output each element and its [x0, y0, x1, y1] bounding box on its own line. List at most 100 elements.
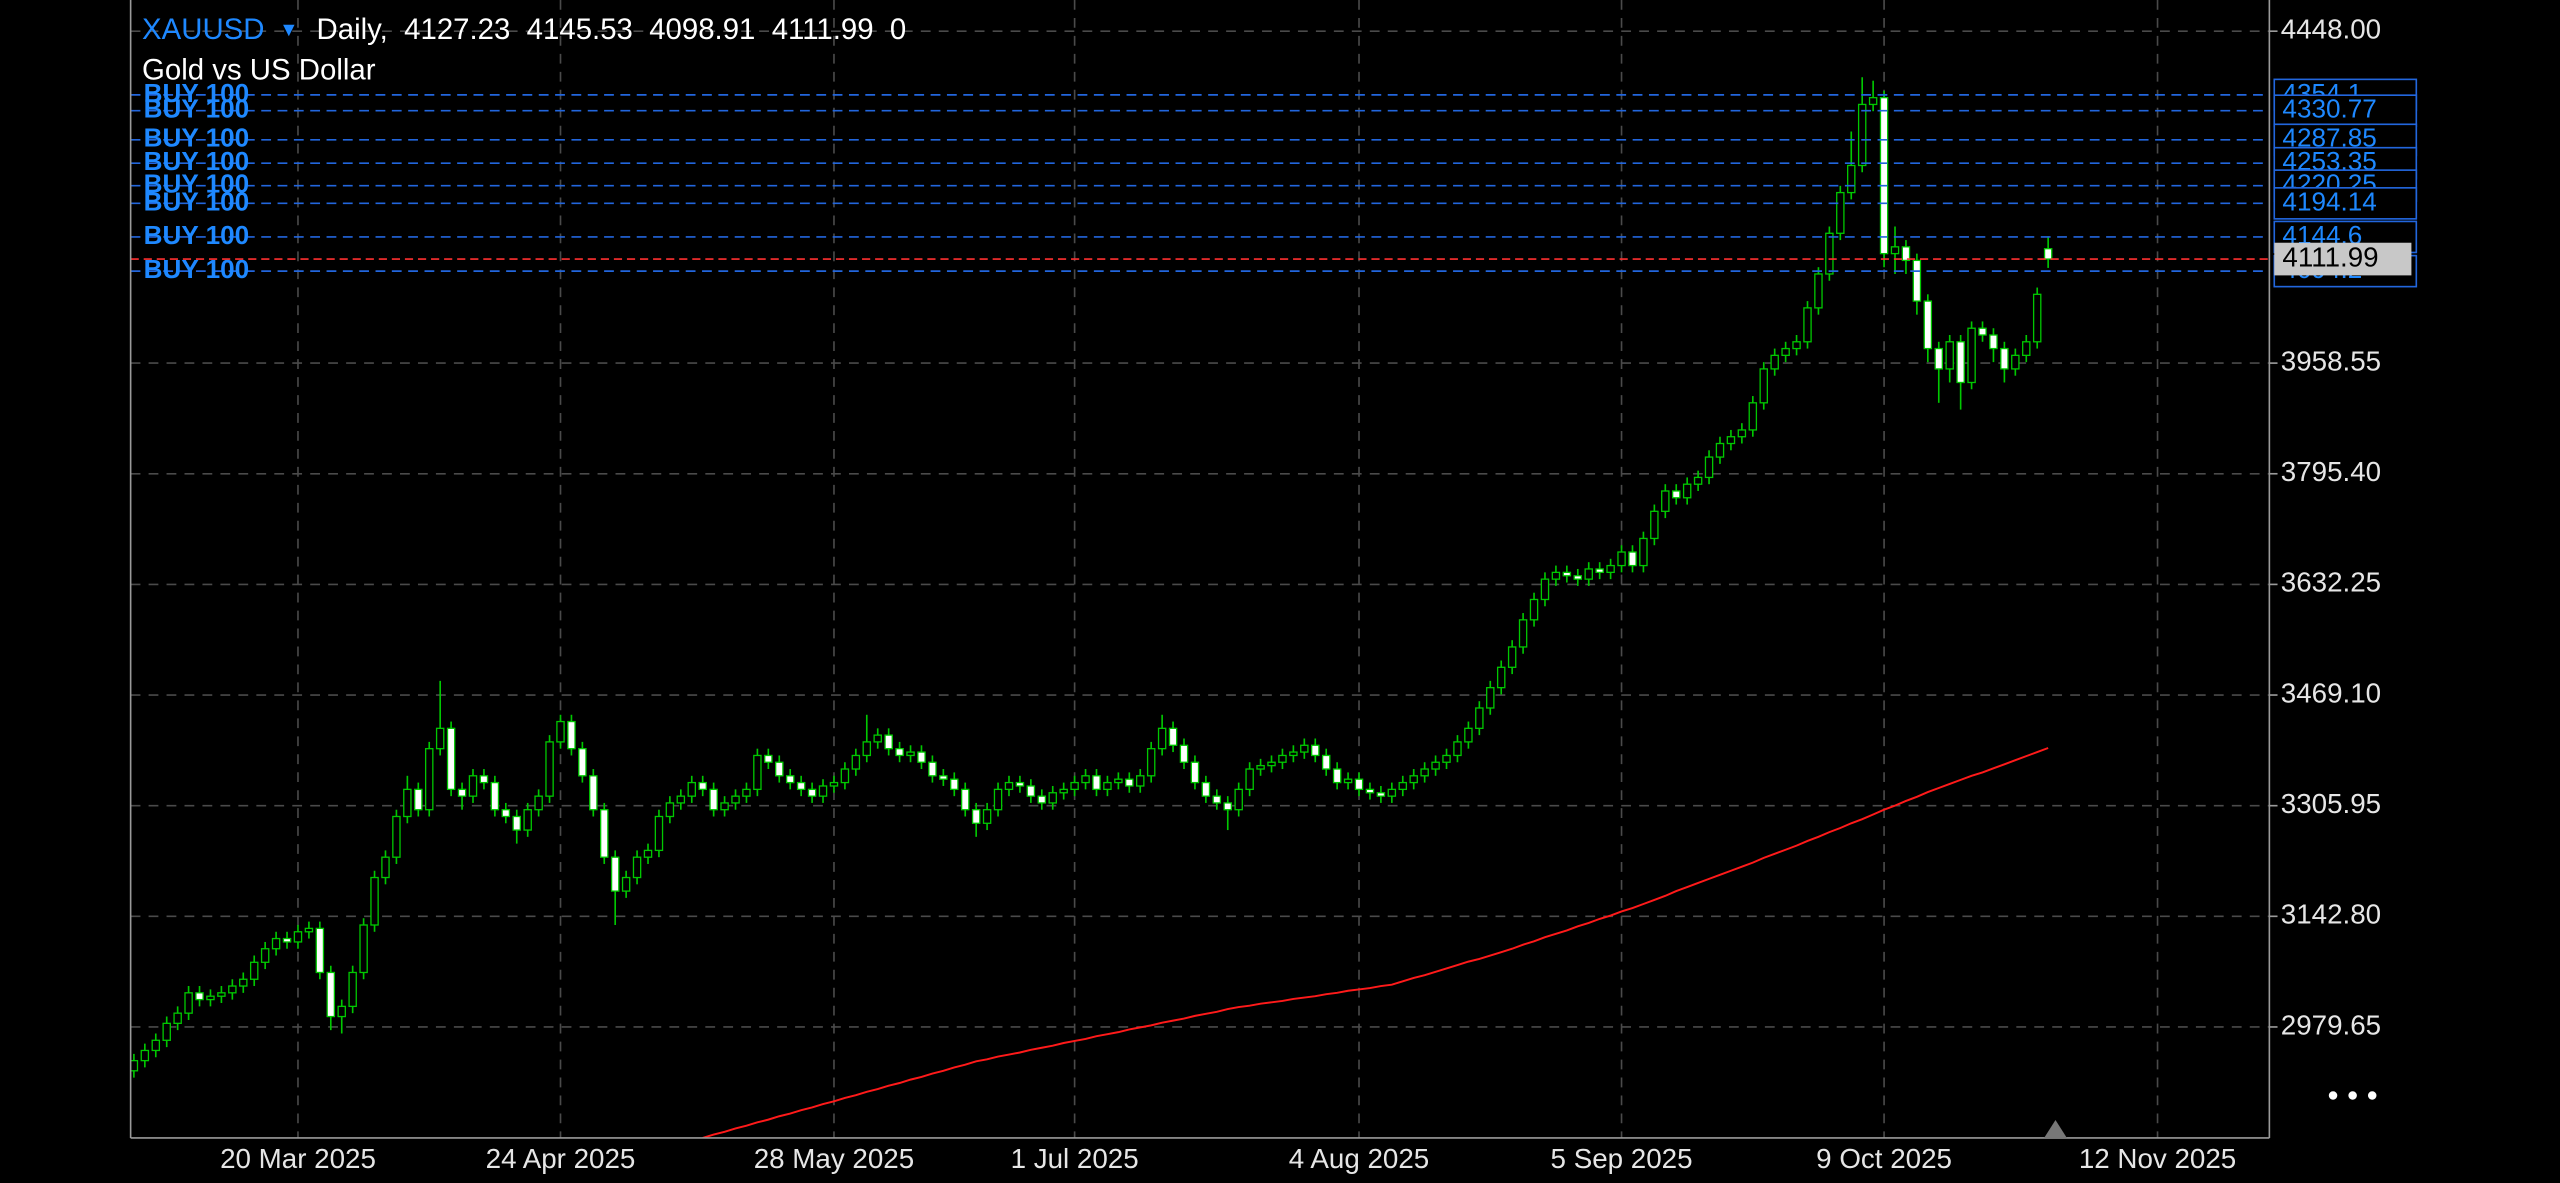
candle-body — [1693, 476, 1703, 485]
candle-body — [1584, 568, 1593, 580]
candle-body — [742, 788, 751, 797]
candle-body — [1726, 436, 1736, 445]
candle-body — [403, 788, 412, 818]
order-label: BUY 100 — [144, 123, 249, 153]
candle-body — [1245, 768, 1254, 791]
symbol-dropdown[interactable]: ▼ — [279, 19, 298, 41]
candle-body — [1365, 788, 1375, 794]
candle-body — [851, 754, 861, 770]
x-tick-label: 4 Aug 2025 — [1289, 1143, 1429, 1174]
candle-body — [785, 775, 795, 784]
grid-layer — [130, 0, 2270, 1138]
candle-body — [775, 761, 784, 777]
menu-dot[interactable] — [2328, 1091, 2338, 1100]
candle-body — [162, 1022, 171, 1041]
candle-body — [490, 781, 500, 811]
current-price-box — [2274, 242, 2412, 276]
candle-body — [906, 751, 915, 757]
candle-body — [1967, 327, 1976, 384]
candle-body — [1026, 785, 1036, 797]
candle-body — [1103, 781, 1112, 791]
candle-body — [578, 748, 587, 777]
candle-body — [217, 992, 226, 997]
candle-body — [698, 781, 707, 791]
order-label: BUY 100 — [144, 186, 249, 216]
close-value: 4111.99 — [772, 13, 874, 46]
candle-body — [1223, 802, 1233, 811]
candle-body — [1540, 578, 1550, 601]
candle-body — [1037, 795, 1047, 804]
candle-body — [1125, 778, 1134, 787]
open-value: 4127.23 — [404, 13, 510, 46]
candle-body — [1989, 334, 1998, 350]
candle-body — [1639, 537, 1648, 567]
candle-body — [130, 1059, 139, 1072]
candle-body — [1551, 571, 1561, 580]
candle-body — [1289, 751, 1298, 757]
candle-body — [884, 734, 893, 750]
candle-body — [1431, 761, 1440, 770]
y-tick-label: 3958.55 — [2281, 345, 2381, 376]
order-price-box — [2273, 187, 2418, 220]
candle-body — [206, 995, 215, 1001]
candle-body — [151, 1039, 161, 1052]
candle-body — [1518, 619, 1528, 648]
candle-body — [1092, 775, 1101, 791]
candle-body — [917, 751, 926, 763]
candle-body — [1321, 754, 1331, 770]
x-tick-label: 5 Sep 2025 — [1551, 1143, 1693, 1174]
candle-body — [2000, 347, 2009, 370]
low-value: 4098.91 — [649, 13, 755, 46]
candle-body — [1059, 788, 1068, 794]
candle-body — [228, 985, 237, 994]
candle-body — [1847, 164, 1856, 194]
y-tick-label: 3142.80 — [2281, 899, 2381, 930]
candle-body — [1781, 347, 1790, 357]
candle-body — [1278, 754, 1287, 763]
menu-dot[interactable] — [2367, 1091, 2377, 1100]
candle-body — [2043, 248, 2053, 260]
candle-body — [1398, 781, 1408, 791]
candle-body — [1825, 232, 1834, 275]
candle-body — [1179, 744, 1189, 763]
candle-body — [195, 992, 204, 1001]
candle-body — [1628, 551, 1637, 567]
candle-body — [1814, 273, 1823, 309]
symbol[interactable]: XAUUSD — [142, 13, 264, 46]
more-menu[interactable] — [2328, 1091, 2377, 1100]
timeframe: Daily, — [317, 13, 388, 46]
high-value: 4145.53 — [527, 13, 633, 46]
candle-body — [709, 788, 718, 811]
chart-header: XAUUSD ▼ Daily, 4127.23 4145.53 4098.91 … — [142, 13, 906, 46]
candle-body — [1048, 792, 1057, 804]
candle-body — [654, 815, 664, 852]
candle-body — [687, 781, 697, 797]
candle-body — [753, 754, 762, 791]
candle-body — [1343, 778, 1353, 784]
candle-body — [1879, 97, 1889, 255]
candle-body — [1507, 646, 1517, 668]
menu-dot[interactable] — [2348, 1091, 2357, 1100]
candle-body — [1496, 666, 1506, 689]
order-price: 4194.14 — [2282, 186, 2376, 216]
candle-body — [621, 876, 631, 892]
candle-body — [1978, 327, 1987, 336]
candle-body — [1475, 707, 1484, 729]
x-tick-label: 28 May 2025 — [754, 1143, 914, 1174]
candle-body — [381, 856, 390, 879]
candle-body — [1617, 551, 1626, 567]
order-label: BUY 100 — [144, 220, 249, 250]
candle-body — [1704, 456, 1714, 479]
y-tick-label: 3795.40 — [2281, 456, 2381, 487]
candle-body — [1836, 191, 1845, 234]
candle-body — [1256, 764, 1265, 770]
candle-body — [184, 992, 193, 1014]
candle-body — [282, 937, 292, 943]
candle-body — [414, 788, 423, 811]
y-tick-label: 3305.95 — [2281, 788, 2381, 819]
x-tick-label: 24 Apr 2025 — [486, 1143, 636, 1174]
candle-body — [468, 775, 478, 797]
x-tick-label: 9 Oct 2025 — [1816, 1143, 1952, 1174]
candle-body — [818, 785, 828, 797]
candle-body — [304, 927, 314, 933]
